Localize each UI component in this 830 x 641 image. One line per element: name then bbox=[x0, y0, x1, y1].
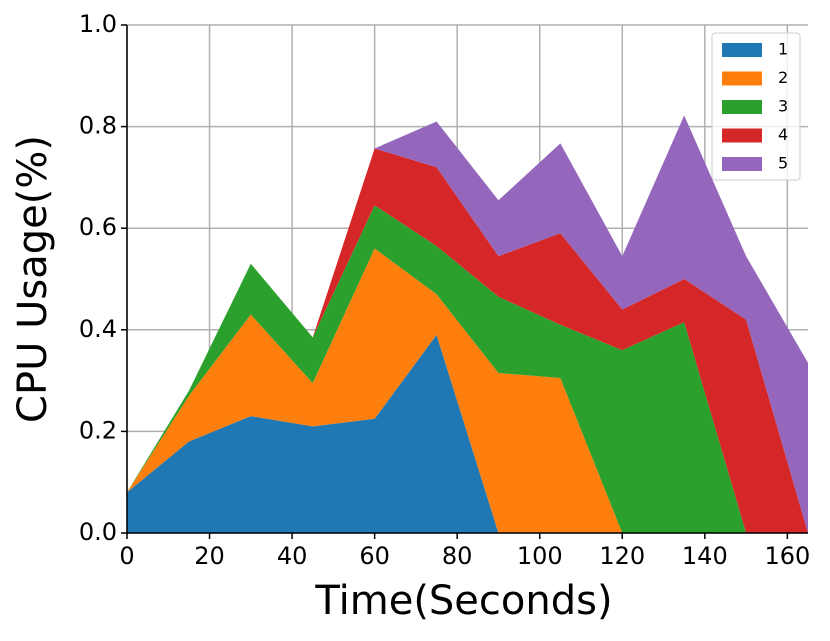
y-tick-label: 0.2 bbox=[79, 416, 117, 444]
area bbox=[127, 115, 808, 533]
y-tick-label: 1.0 bbox=[79, 10, 117, 38]
areas bbox=[127, 115, 808, 533]
legend-swatch bbox=[722, 128, 762, 143]
legend-label: 4 bbox=[778, 125, 788, 144]
legend-swatch bbox=[722, 157, 762, 171]
legend-label: 5 bbox=[778, 154, 788, 173]
legend-swatch bbox=[722, 100, 762, 114]
area bbox=[127, 148, 808, 533]
x-tick-label: 20 bbox=[194, 542, 225, 570]
y-axis-label: CPU Usage(%) bbox=[10, 135, 56, 423]
x-tick-label: 140 bbox=[682, 542, 728, 570]
area bbox=[127, 205, 808, 533]
x-tick-label: 0 bbox=[119, 542, 134, 570]
x-tick-label: 160 bbox=[764, 542, 810, 570]
legend-swatch bbox=[722, 71, 762, 86]
area bbox=[127, 248, 808, 533]
x-tick-label: 100 bbox=[517, 542, 563, 570]
x-axis-label: Time(Seconds) bbox=[314, 578, 612, 624]
legend-label: 2 bbox=[778, 68, 788, 87]
x-tick-label: 120 bbox=[599, 542, 645, 570]
y-tick-label: 0.6 bbox=[79, 213, 117, 241]
x-tick-label: 80 bbox=[442, 542, 473, 570]
y-tick-label: 0.8 bbox=[79, 112, 117, 140]
legend-label: 1 bbox=[778, 40, 788, 59]
y-tick-label: 0.0 bbox=[79, 518, 117, 546]
y-tick-label: 0.4 bbox=[79, 315, 117, 343]
legend-label: 3 bbox=[778, 97, 788, 116]
legend-swatch bbox=[722, 43, 762, 57]
x-tick-label: 60 bbox=[359, 542, 390, 570]
x-tick-label: 40 bbox=[277, 542, 308, 570]
